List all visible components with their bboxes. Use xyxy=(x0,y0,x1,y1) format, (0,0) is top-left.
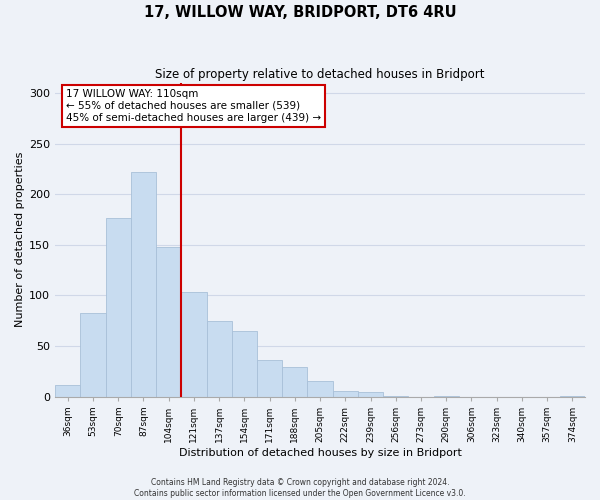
X-axis label: Distribution of detached houses by size in Bridport: Distribution of detached houses by size … xyxy=(179,448,461,458)
Bar xyxy=(181,292,206,397)
Bar xyxy=(332,392,358,396)
Bar xyxy=(206,320,232,396)
Bar xyxy=(106,218,131,396)
Text: 17, WILLOW WAY, BRIDPORT, DT6 4RU: 17, WILLOW WAY, BRIDPORT, DT6 4RU xyxy=(143,5,457,20)
Bar xyxy=(80,312,106,396)
Bar xyxy=(257,360,282,397)
Bar xyxy=(55,386,80,396)
Y-axis label: Number of detached properties: Number of detached properties xyxy=(15,152,25,328)
Bar xyxy=(232,331,257,396)
Bar xyxy=(307,382,332,396)
Text: 17 WILLOW WAY: 110sqm
← 55% of detached houses are smaller (539)
45% of semi-det: 17 WILLOW WAY: 110sqm ← 55% of detached … xyxy=(66,90,321,122)
Title: Size of property relative to detached houses in Bridport: Size of property relative to detached ho… xyxy=(155,68,485,80)
Bar xyxy=(282,367,307,396)
Text: Contains HM Land Registry data © Crown copyright and database right 2024.
Contai: Contains HM Land Registry data © Crown c… xyxy=(134,478,466,498)
Bar xyxy=(131,172,156,396)
Bar xyxy=(358,392,383,396)
Bar xyxy=(156,247,181,396)
